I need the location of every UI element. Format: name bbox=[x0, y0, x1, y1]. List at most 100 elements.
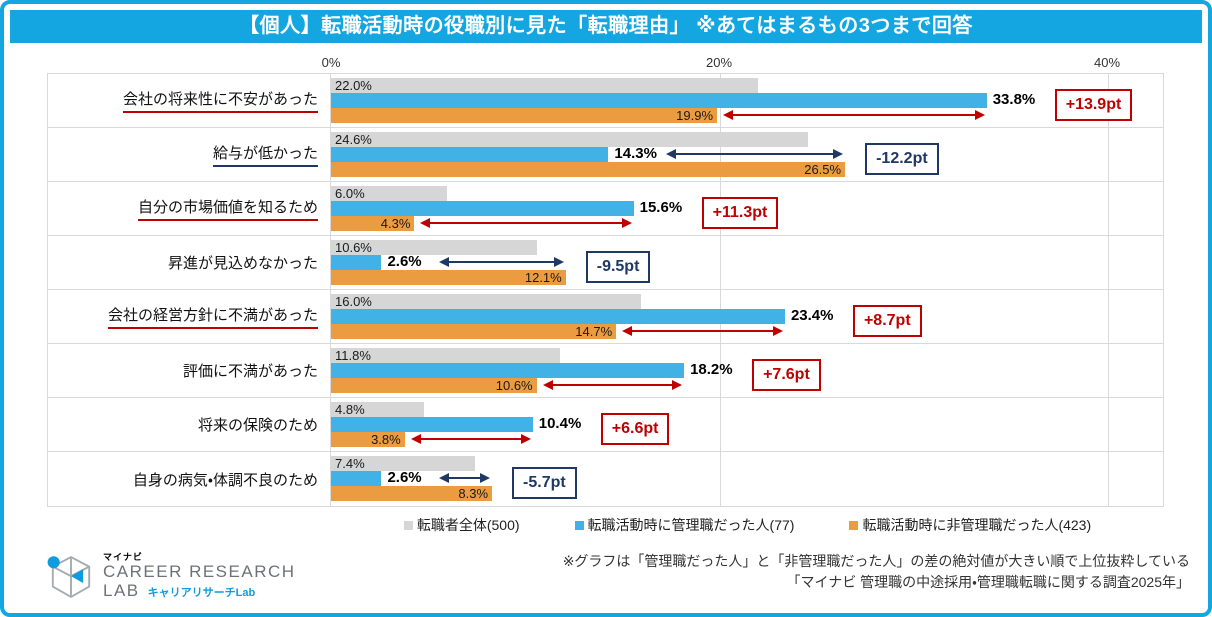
table-row: 自身の病気・体調不良のため 7.4% 2.6% 8.3% -5.7pt bbox=[48, 452, 1163, 506]
difference-arrow bbox=[542, 380, 683, 390]
arrow-shaft bbox=[445, 477, 485, 479]
logo-text: マイナビ CAREER RESEARCH LAB キャリアリサーチLab bbox=[103, 552, 296, 600]
value-label-overall: 11.8% bbox=[335, 348, 371, 363]
difference-arrow bbox=[723, 110, 985, 120]
difference-badge: +13.9pt bbox=[1054, 89, 1133, 121]
logo-brand-small: マイナビ bbox=[103, 552, 143, 563]
category-text: 自身の病気・体調不良のため bbox=[132, 471, 318, 489]
value-label-manager: 23.4% bbox=[790, 307, 834, 324]
category-text: 将来の保険のため bbox=[197, 417, 318, 434]
bar-overall bbox=[331, 348, 560, 363]
table-row: 評価に不満があった 11.8% 18.2% 10.6% +7.6pt bbox=[48, 344, 1163, 398]
difference-badge: +8.7pt bbox=[852, 305, 922, 337]
value-label-non-manager: 8.3% bbox=[458, 486, 489, 501]
arrow-shaft bbox=[729, 114, 979, 116]
legend-label: 転職者全体(500) bbox=[416, 517, 520, 533]
difference-badge: -5.7pt bbox=[512, 467, 577, 499]
category-label: 会社の将来性に不安があった bbox=[48, 74, 331, 127]
difference-arrow bbox=[410, 434, 531, 444]
difference-arrow bbox=[666, 149, 843, 159]
legend-item: 転職者全体(500) bbox=[403, 515, 520, 535]
axis-tick: 20% bbox=[705, 55, 733, 70]
bar-manager bbox=[331, 471, 382, 486]
category-label: 将来の保険のため bbox=[48, 398, 331, 451]
difference-arrow bbox=[439, 473, 490, 483]
legend-swatch bbox=[574, 520, 584, 530]
legend-swatch bbox=[403, 520, 413, 530]
arrow-shaft bbox=[445, 261, 558, 263]
legend-label: 転職活動時に管理職だった人(77) bbox=[587, 517, 795, 533]
bar-manager bbox=[331, 309, 785, 324]
value-label-overall: 24.6% bbox=[335, 132, 372, 147]
bar-non-manager bbox=[331, 486, 493, 501]
category-text: 自分の市場価値を知るため bbox=[137, 196, 318, 221]
footer: マイナビ CAREER RESEARCH LAB キャリアリサーチLab ※グラ… bbox=[45, 551, 1190, 603]
value-label-manager: 10.4% bbox=[538, 415, 582, 432]
plot-rows: 会社の将来性に不安があった 22.0% 33.8% 19.9% +13.9pt 給与が低か… bbox=[48, 74, 1163, 506]
category-label: 自分の市場価値を知るため bbox=[48, 182, 331, 235]
value-label-overall: 7.4% bbox=[335, 456, 365, 471]
table-row: 昇進が見込めなかった 10.6% 2.6% 12.1% -9.5pt bbox=[48, 236, 1163, 290]
row-plot: 4.8% 10.4% 3.8% +6.6pt bbox=[331, 398, 1163, 451]
value-label-manager: 2.6% bbox=[387, 253, 422, 270]
value-label-overall: 4.8% bbox=[335, 402, 365, 417]
category-text: 給与が低かった bbox=[212, 142, 318, 167]
difference-badge: +6.6pt bbox=[600, 413, 670, 445]
bar-overall bbox=[331, 294, 642, 309]
row-plot: 11.8% 18.2% 10.6% +7.6pt bbox=[331, 344, 1163, 397]
difference-badge: +7.6pt bbox=[752, 359, 821, 391]
row-plot: 24.6% 14.3% 26.5% -12.2pt bbox=[331, 128, 1163, 181]
bar-overall bbox=[331, 132, 809, 147]
value-label-non-manager: 10.6% bbox=[495, 378, 533, 393]
bar-non-manager bbox=[331, 162, 846, 177]
arrow-shaft bbox=[416, 438, 525, 440]
value-label-manager: 2.6% bbox=[387, 469, 422, 486]
legend-label: 転職活動時に非管理職だった人(423) bbox=[862, 517, 1092, 533]
bar-manager bbox=[331, 417, 533, 432]
bar-overall bbox=[331, 456, 475, 471]
gridline bbox=[720, 74, 721, 506]
value-label-non-manager: 26.5% bbox=[804, 162, 842, 177]
value-label-non-manager: 4.3% bbox=[380, 216, 411, 231]
category-text: 昇進が見込めなかった bbox=[167, 255, 318, 272]
value-label-overall: 10.6% bbox=[335, 240, 372, 255]
category-label: 自身の病気・体調不良のため bbox=[48, 452, 331, 506]
arrow-shaft bbox=[548, 384, 677, 386]
category-label: 会社の経営方針に不満があった bbox=[48, 290, 331, 343]
axis-tick: 0% bbox=[321, 55, 341, 70]
category-label: 評価に不満があった bbox=[48, 344, 331, 397]
bar-overall bbox=[331, 240, 537, 255]
value-label-non-manager: 12.1% bbox=[524, 270, 562, 285]
chart-area: 会社の将来性に不安があった 22.0% 33.8% 19.9% +13.9pt 給与が低か… bbox=[47, 73, 1164, 507]
difference-badge: -12.2pt bbox=[865, 143, 939, 175]
difference-arrow bbox=[622, 326, 783, 336]
brand-logo: マイナビ CAREER RESEARCH LAB キャリアリサーチLab bbox=[45, 551, 296, 603]
value-label-manager: 15.6% bbox=[639, 199, 683, 216]
difference-badge: +11.3pt bbox=[701, 197, 779, 229]
value-label-overall: 22.0% bbox=[335, 78, 372, 93]
bar-manager bbox=[331, 201, 634, 216]
bar-non-manager bbox=[331, 324, 617, 339]
bar-overall bbox=[331, 78, 758, 93]
bar-non-manager bbox=[331, 108, 718, 123]
table-row: 会社の将来性に不安があった 22.0% 33.8% 19.9% +13.9pt bbox=[48, 74, 1163, 128]
bar-non-manager bbox=[331, 378, 537, 393]
logo-line2-sub: キャリアリサーチLab bbox=[147, 586, 256, 599]
row-plot: 6.0% 15.6% 4.3% +11.3pt bbox=[331, 182, 1163, 235]
footnote-2: 「マイナビ 管理職の中途採用・管理職転職に関する調査2025年」 bbox=[786, 574, 1190, 590]
table-row: 将来の保険のため 4.8% 10.4% 3.8% +6.6pt bbox=[48, 398, 1163, 452]
difference-arrow bbox=[439, 257, 565, 267]
logo-line2: LAB bbox=[103, 580, 140, 600]
bar-manager bbox=[331, 255, 382, 270]
bar-manager bbox=[331, 93, 987, 108]
axis-tick: 40% bbox=[1093, 55, 1121, 70]
table-row: 給与が低かった 24.6% 14.3% 26.5% -12.2pt bbox=[48, 128, 1163, 182]
bar-manager bbox=[331, 147, 609, 162]
logo-line1: CAREER RESEARCH bbox=[103, 562, 296, 582]
category-text: 評価に不満があった bbox=[182, 363, 318, 380]
legend-item: 転職活動時に非管理職だった人(423) bbox=[849, 515, 1091, 535]
category-label: 給与が低かった bbox=[48, 128, 331, 181]
difference-arrow bbox=[420, 218, 632, 228]
value-label-non-manager: 3.8% bbox=[371, 432, 401, 447]
